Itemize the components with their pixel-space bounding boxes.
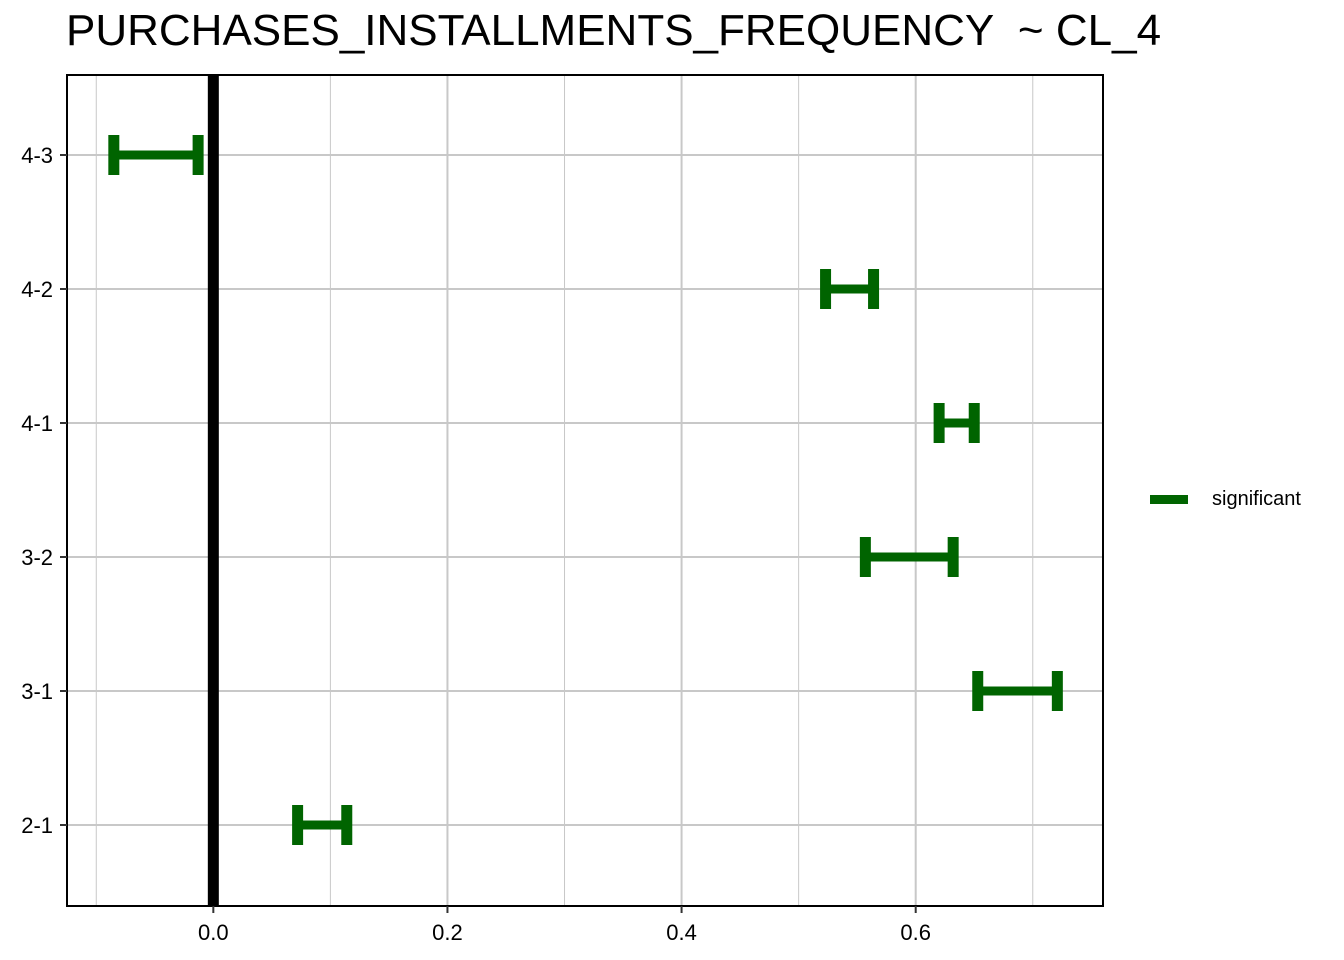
y-tick-label-4-1: 4-1 — [21, 411, 53, 436]
y-tick-label-4-3: 4-3 — [21, 143, 53, 168]
interval-4-3 — [108, 135, 204, 175]
panel-border — [66, 74, 1104, 907]
interval-4-1 — [933, 403, 980, 443]
x-axis-ticks: 0.0 0.2 0.4 0.6 — [198, 906, 931, 945]
legend: significant — [1150, 488, 1301, 511]
interval-bars — [108, 135, 1063, 845]
chart-title: PURCHASES_INSTALLMENTS_FREQUENCY ~ CL_4 — [66, 6, 1162, 55]
x-tick-label-0: 0.0 — [198, 920, 229, 945]
y-tick-label-4-2: 4-2 — [21, 277, 53, 302]
x-tick-label-3: 0.6 — [900, 920, 931, 945]
interval-4-2 — [820, 269, 880, 309]
y-axis-ticks: 4-3 4-2 4-1 3-2 3-1 2-1 — [21, 143, 67, 838]
x-tick-label-1: 0.2 — [432, 920, 463, 945]
legend-key-significant — [1150, 495, 1188, 504]
legend-label-significant: significant — [1212, 488, 1301, 510]
y-tick-label-3-1: 3-1 — [21, 679, 53, 704]
interval-3-2 — [859, 537, 959, 577]
y-tick-label-2-1: 2-1 — [21, 813, 53, 838]
y-tick-label-3-2: 3-2 — [21, 545, 53, 570]
x-tick-label-2: 0.4 — [666, 920, 697, 945]
grid-lines — [67, 75, 1103, 906]
interval-2-1 — [292, 805, 353, 845]
interval-3-1 — [972, 671, 1063, 711]
